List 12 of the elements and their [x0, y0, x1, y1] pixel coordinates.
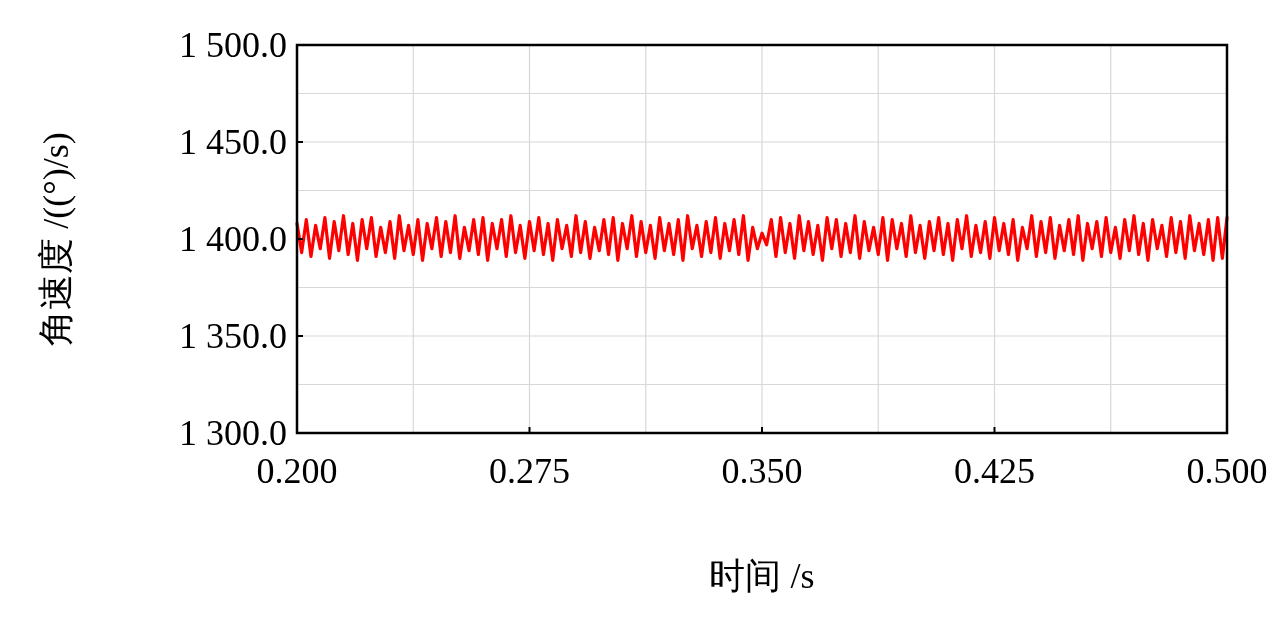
y-tick-label: 1 300.0: [179, 413, 287, 453]
x-tick-label: 0.350: [721, 451, 803, 491]
x-axis-title: 时间 /s: [709, 556, 815, 596]
x-tick-label: 0.200: [256, 451, 338, 491]
y-tick-label: 1 350.0: [179, 316, 287, 356]
y-axis-title: 角速度 /((°)/s): [36, 132, 76, 346]
y-tick-label: 1 450.0: [179, 122, 287, 162]
x-tick-label: 0.500: [1186, 451, 1268, 491]
x-tick-label: 0.275: [489, 451, 570, 491]
y-tick-label: 1 500.0: [179, 25, 287, 65]
y-tick-label: 1 400.0: [179, 219, 287, 259]
x-tick-label: 0.425: [954, 451, 1035, 491]
